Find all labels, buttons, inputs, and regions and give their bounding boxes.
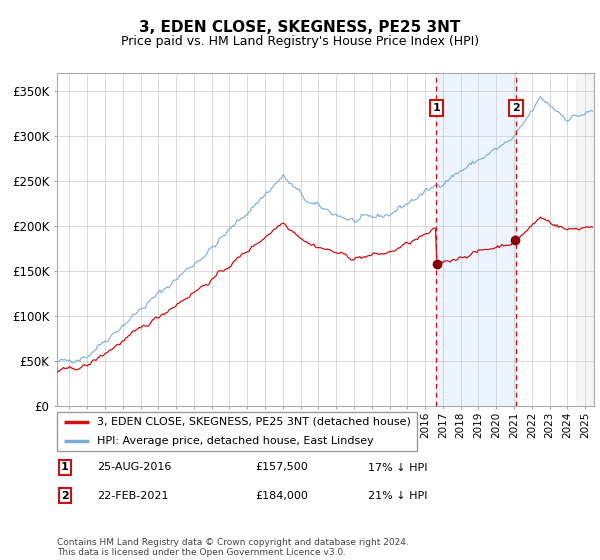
Text: 3, EDEN CLOSE, SKEGNESS, PE25 3NT (detached house): 3, EDEN CLOSE, SKEGNESS, PE25 3NT (detac… [97,417,410,427]
Text: Price paid vs. HM Land Registry's House Price Index (HPI): Price paid vs. HM Land Registry's House … [121,35,479,48]
Text: 1: 1 [61,463,69,473]
FancyBboxPatch shape [57,412,417,451]
Text: 25-AUG-2016: 25-AUG-2016 [97,463,172,473]
Text: £184,000: £184,000 [256,491,308,501]
Text: 17% ↓ HPI: 17% ↓ HPI [368,463,428,473]
Text: HPI: Average price, detached house, East Lindsey: HPI: Average price, detached house, East… [97,436,373,446]
Text: 21% ↓ HPI: 21% ↓ HPI [368,491,428,501]
Text: 3, EDEN CLOSE, SKEGNESS, PE25 3NT: 3, EDEN CLOSE, SKEGNESS, PE25 3NT [139,21,461,35]
Text: £157,500: £157,500 [256,463,308,473]
Text: Contains HM Land Registry data © Crown copyright and database right 2024.
This d: Contains HM Land Registry data © Crown c… [57,538,409,557]
Text: 2: 2 [512,103,520,113]
Bar [436,73,516,406]
Bar [576,73,600,406]
Text: 22-FEB-2021: 22-FEB-2021 [97,491,169,501]
Text: 2: 2 [61,491,69,501]
Text: 1: 1 [433,103,440,113]
